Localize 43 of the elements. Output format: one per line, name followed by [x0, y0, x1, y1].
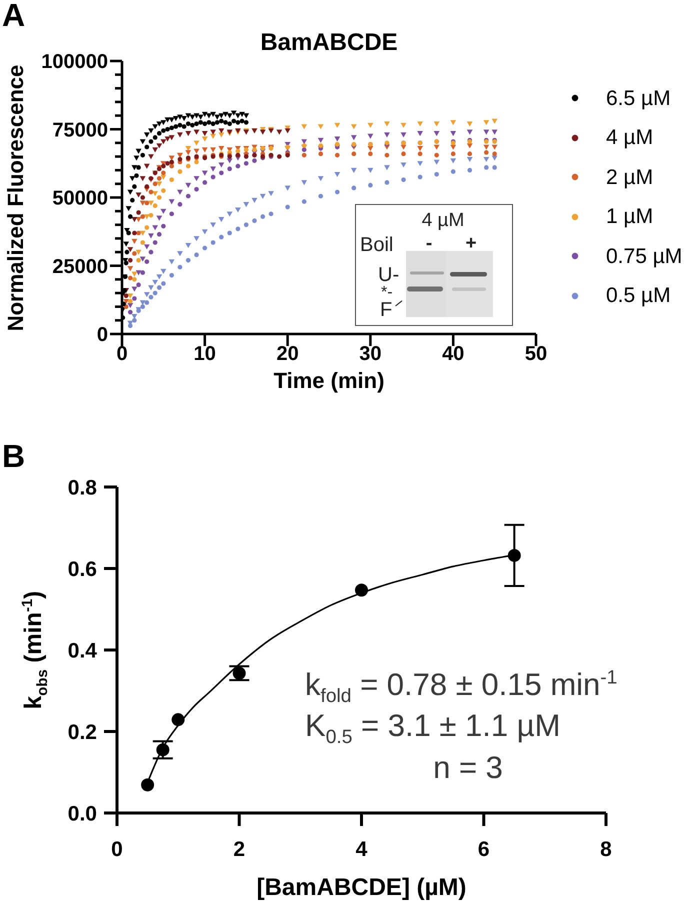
text: A [2, 0, 26, 33]
chart-title: BamABCDE [260, 29, 398, 56]
y-axis-title: Normalized Fluorescence [3, 64, 28, 331]
y-tick-label: 0.2 [68, 721, 97, 744]
x-tick-label: 4 [356, 838, 368, 861]
x-tick-label: 40 [442, 343, 464, 365]
y-tick-label: 100000 [41, 51, 108, 74]
x-tick-label: 50 [524, 343, 548, 365]
legend-label: 6.5 µM [606, 86, 671, 110]
x-tick-label: 20 [276, 343, 299, 365]
x-tick-label: 2 [233, 838, 246, 861]
legend-label: 0.5 µM [606, 284, 671, 308]
annotation: n = 3 [433, 750, 503, 785]
x-tick-label: 10 [194, 343, 216, 365]
y-tick-label: 75000 [52, 119, 108, 142]
annotation: k$_{fold}$ = 0.78 ± 0.15 min$^{-1}$ [305, 667, 618, 708]
annotation: U- [378, 264, 400, 286]
annotation: Boil [360, 234, 394, 256]
legend-label: 4 µM [606, 126, 654, 150]
x-tick-label: 8 [600, 838, 612, 861]
annotation: 4 µM [422, 210, 464, 231]
y-tick-label: 0.4 [68, 640, 98, 663]
y-tick-label: 0.6 [68, 558, 97, 582]
y-tick-label: 50000 [52, 188, 108, 210]
legend-label: 1 µM [606, 205, 654, 228]
annotation: *- [381, 284, 393, 301]
text: B [2, 438, 26, 474]
legend-label: 0.75 µM [606, 244, 682, 268]
x-axis-title: [BamABCDE] (µM) [256, 874, 466, 901]
annotation: - [426, 233, 432, 254]
x-tick-label: 0 [116, 343, 128, 365]
annotation: K$_{0.5}$ = 3.1 ± 1.1 µM [305, 708, 560, 748]
legend-label: 2 µM [606, 166, 654, 189]
y-tick-label: 0.8 [68, 476, 98, 500]
annotation: F [380, 299, 392, 321]
y-tick-label: 25000 [52, 256, 108, 278]
x-tick-label: 30 [359, 343, 382, 365]
x-tick-label: 0 [111, 838, 123, 861]
y-tick-label: 0 [96, 324, 108, 346]
x-tick-label: 6 [478, 838, 490, 861]
x-axis-title: Time (min) [274, 368, 384, 393]
y-tick-label: 0.0 [68, 802, 97, 826]
annotation: + [465, 233, 477, 254]
